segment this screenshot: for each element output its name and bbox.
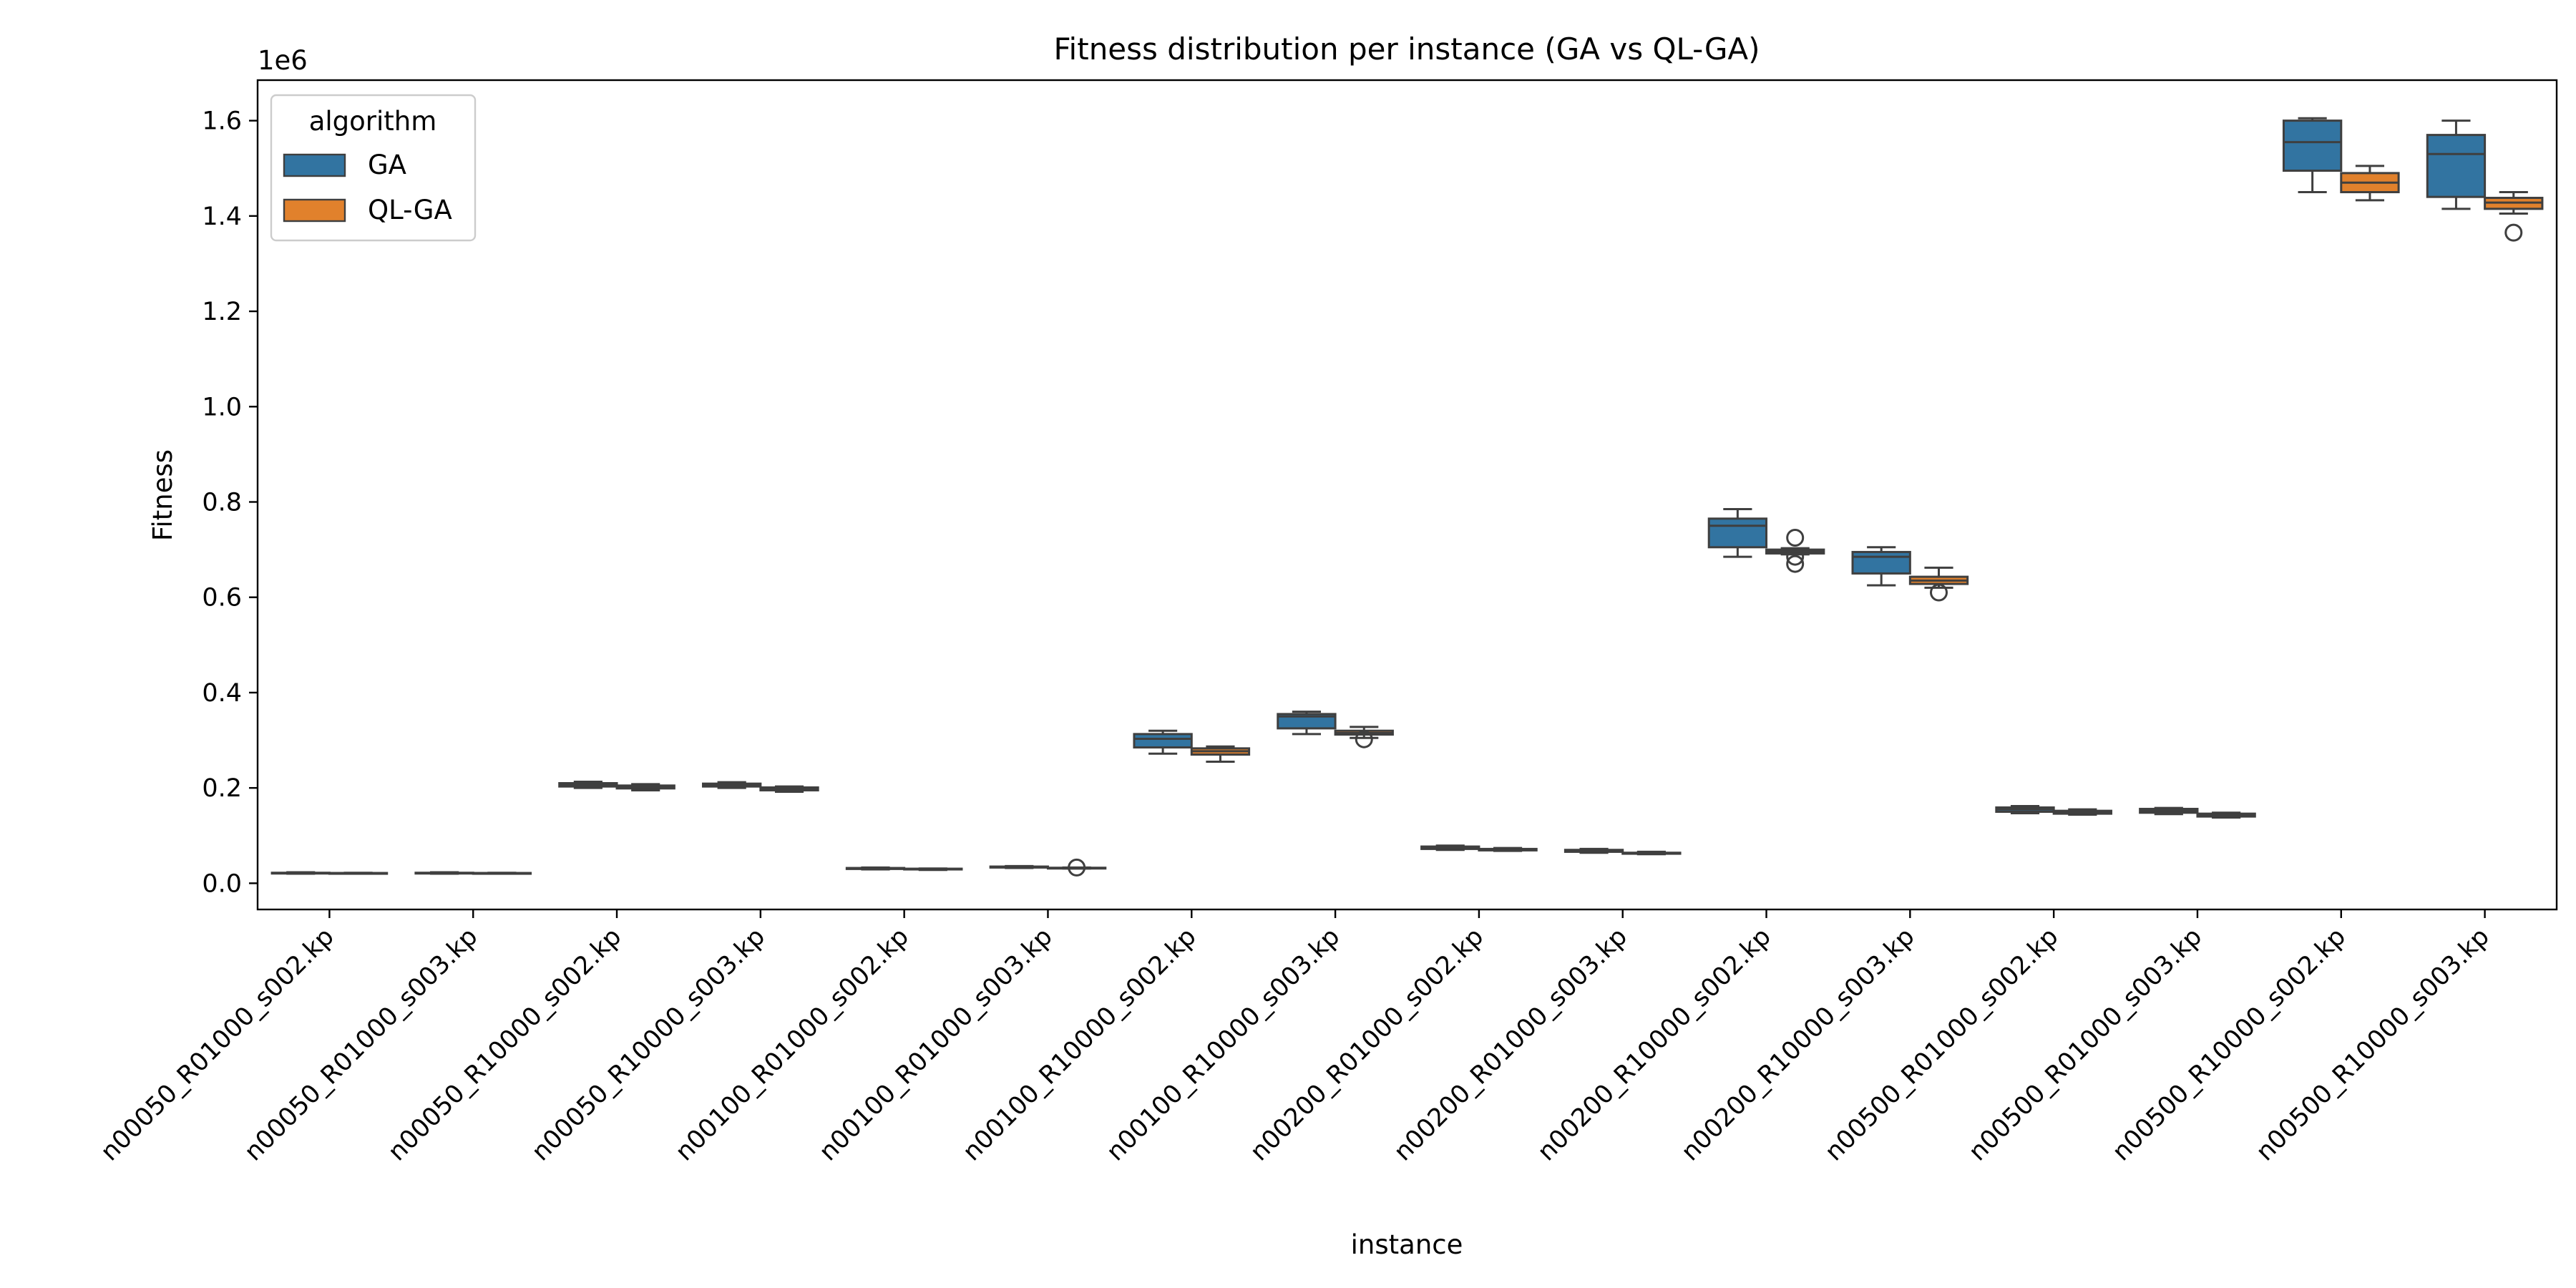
y-tick-label: 1.2: [202, 298, 242, 326]
box-ql-ga: [2052, 808, 2112, 816]
box-body: [1851, 550, 1911, 575]
box-ql-ga: [759, 785, 819, 793]
box-ga: [2426, 119, 2487, 210]
box-ga: [702, 781, 762, 789]
box-ql-ga: [1621, 850, 1682, 856]
box-body: [1707, 517, 1768, 549]
boxes-layer: [270, 117, 2544, 877]
box-ga: [2139, 806, 2199, 816]
box-outlier: [1930, 583, 1948, 602]
x-axis-label: instance: [1351, 1229, 1463, 1260]
box-body: [1277, 713, 1337, 730]
y-tick-label: 0.0: [202, 869, 242, 898]
box-ql-ga: [903, 867, 963, 872]
box-ga: [1420, 844, 1480, 852]
legend: algorithm GA QL-GA: [270, 94, 477, 242]
chart-title: Fitness distribution per instance (GA vs…: [1053, 31, 1760, 67]
plot-frame: [256, 79, 2558, 911]
box-ga: [1995, 804, 2055, 814]
box-ql-ga: [1478, 847, 1538, 852]
box-ga: [1563, 847, 1624, 854]
box-ga: [270, 871, 331, 875]
box-outlier: [1786, 547, 1805, 566]
box-ga: [1277, 711, 1337, 736]
y-offset-label: 1e6: [258, 45, 308, 76]
y-tick-label: 0.4: [202, 679, 242, 708]
y-axis: 0.0 0.2 0.4 0.6 0.8 1.0 1.2 1.4 1.6: [202, 107, 258, 898]
legend-label-ql-ga: QL-GA: [368, 195, 452, 225]
box-ga: [845, 866, 906, 871]
box-body: [2282, 119, 2343, 172]
box-ql-ga: [472, 872, 532, 875]
legend-swatch-ql-ga: [283, 198, 346, 223]
y-tick-label: 0.8: [202, 488, 242, 517]
box-ga: [989, 864, 1049, 869]
box-ga: [2282, 117, 2343, 194]
box-ga: [1707, 507, 1768, 558]
box-ql-ga: [2340, 165, 2400, 202]
box-outlier: [2504, 223, 2523, 242]
legend-label-ga: GA: [368, 150, 406, 180]
y-tick-label: 0.6: [202, 584, 242, 613]
box-ql-ga: [1765, 528, 1825, 573]
box-ql-ga: [615, 783, 675, 791]
box-ql-ga: [1908, 566, 1969, 602]
box-body: [1133, 733, 1193, 749]
box-outlier: [1068, 858, 1086, 877]
box-ga: [414, 871, 474, 875]
box-ql-ga: [1334, 726, 1394, 748]
box-ql-ga: [1046, 858, 1107, 877]
box-body: [2426, 134, 2487, 198]
y-tick-label: 0.2: [202, 774, 242, 803]
box-ga: [558, 780, 618, 789]
box-ga: [1133, 729, 1193, 755]
box-outlier: [1786, 528, 1805, 547]
box-outlier: [1786, 555, 1805, 573]
box-ql-ga: [2196, 811, 2256, 819]
box-outlier: [1355, 730, 1373, 748]
y-tick-label: 1.0: [202, 393, 242, 421]
legend-swatch-ga: [283, 153, 346, 177]
y-axis-label: Fitness: [147, 449, 178, 541]
box-ql-ga: [2484, 191, 2544, 242]
box-ql-ga: [328, 872, 389, 875]
legend-title: algorithm: [309, 106, 437, 137]
y-tick-label: 1.4: [202, 203, 242, 231]
box-ga: [1851, 546, 1911, 587]
box-ql-ga: [1190, 745, 1251, 763]
y-tick-label: 1.6: [202, 107, 242, 136]
